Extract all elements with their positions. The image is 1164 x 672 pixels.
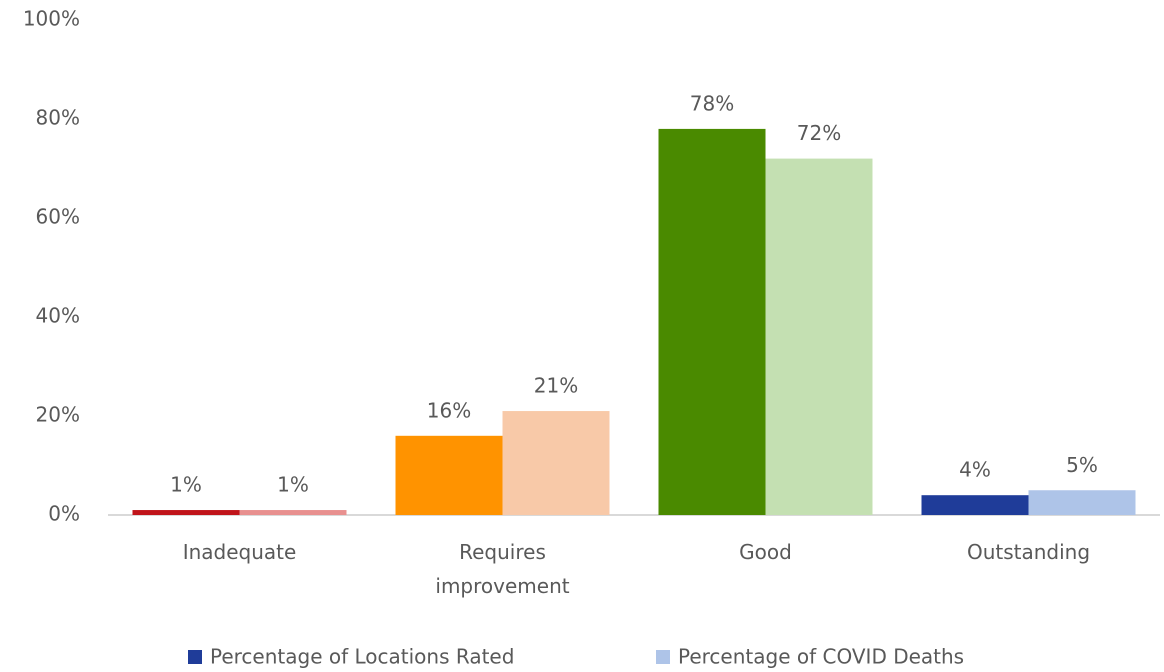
x-tick-label: Good — [739, 540, 792, 564]
bar — [1028, 490, 1136, 515]
bar — [132, 510, 240, 515]
bar — [921, 495, 1029, 515]
value-label: 5% — [1066, 453, 1098, 477]
value-label: 21% — [534, 374, 578, 398]
legend-marker — [188, 650, 202, 664]
bar — [502, 411, 610, 515]
value-label: 16% — [427, 398, 471, 422]
value-label: 4% — [959, 458, 991, 482]
x-tick-label: Outstanding — [966, 540, 1091, 564]
legend-label: Percentage of Locations Rated — [210, 645, 514, 669]
y-tick-label: 60% — [36, 205, 80, 229]
bar — [765, 158, 873, 515]
value-label: 72% — [797, 121, 841, 145]
value-label: 78% — [690, 91, 734, 115]
legend-label: Percentage of COVID Deaths — [678, 645, 964, 669]
bar — [658, 128, 766, 515]
x-tick-label: Inadequate — [182, 540, 297, 564]
y-tick-label: 80% — [36, 106, 80, 130]
y-tick-label: 40% — [36, 304, 80, 328]
bar — [239, 510, 347, 515]
value-label: 1% — [170, 473, 202, 497]
bar — [395, 435, 503, 515]
y-tick-label: 0% — [48, 502, 80, 526]
value-label: 1% — [277, 473, 309, 497]
y-tick-label: 20% — [36, 403, 80, 427]
x-tick-label: Requires improvement — [435, 540, 570, 598]
legend-marker — [656, 650, 670, 664]
y-tick-label: 100% — [23, 7, 80, 31]
